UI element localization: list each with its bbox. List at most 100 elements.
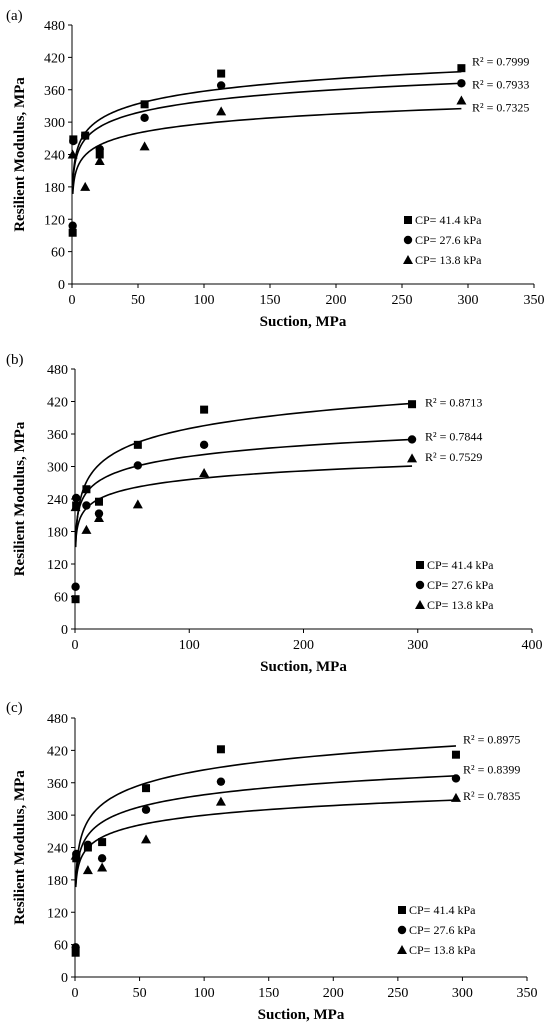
- data-point-triangle: [93, 512, 104, 522]
- x-axis-title: Suction, MPa: [258, 1007, 345, 1023]
- y-tick-label: 360: [44, 84, 65, 99]
- data-point-square: [98, 838, 107, 847]
- x-tick-label: 0: [72, 986, 79, 1001]
- y-tick-label: 180: [47, 874, 68, 889]
- y-axis-title: Resilient Modulus, MPa: [12, 421, 28, 576]
- legend-label: CP= 41.4 kPa: [409, 903, 476, 917]
- x-tick-label: 0: [72, 638, 79, 653]
- x-tick-label: 300: [458, 293, 479, 308]
- legend-marker-circle: [403, 235, 413, 245]
- y-tick-label: 240: [47, 493, 68, 508]
- legend-marker-circle: [397, 925, 407, 935]
- legend-marker-triangle: [415, 600, 425, 609]
- data-point-triangle: [139, 141, 150, 151]
- y-tick-label: 240: [44, 149, 65, 164]
- y-tick-label: 360: [47, 777, 68, 792]
- data-point-circle: [97, 854, 107, 863]
- data-point-triangle: [216, 106, 227, 116]
- data-point-square: [451, 750, 460, 759]
- data-point-triangle: [70, 502, 81, 512]
- data-point-circle: [81, 131, 90, 140]
- data-point-square: [457, 64, 466, 73]
- data-point-square: [133, 440, 142, 449]
- y-tick-label: 120: [47, 906, 68, 921]
- x-tick-label: 50: [133, 986, 147, 1001]
- data-point-square: [82, 485, 91, 494]
- legend-label: CP= 27.6 kPa: [415, 233, 482, 247]
- r2-label: R² = 0.7999: [472, 55, 529, 69]
- y-tick-label: 480: [47, 712, 68, 727]
- x-tick-label: 350: [517, 986, 538, 1001]
- data-point-triangle: [132, 499, 143, 509]
- x-tick-label: 250: [392, 293, 413, 308]
- data-point-square: [71, 948, 80, 957]
- data-point-triangle: [141, 834, 152, 844]
- legend-label: CP= 13.8 kPa: [409, 943, 476, 957]
- data-point-square: [216, 745, 225, 754]
- data-point-circle: [407, 435, 417, 444]
- y-tick-label: 120: [47, 558, 68, 573]
- fit-curve-circle: [74, 775, 457, 885]
- r2-label: R² = 0.7933: [472, 77, 529, 91]
- y-tick-label: 180: [44, 181, 65, 196]
- data-point-circle: [71, 943, 80, 952]
- legend-label: CP= 13.8 kPa: [427, 598, 494, 612]
- data-point-triangle: [94, 155, 105, 165]
- legend-marker-square: [404, 216, 412, 224]
- data-point-circle: [451, 774, 461, 783]
- x-axis-title: Suction, MPa: [260, 659, 347, 675]
- x-axis-title: Suction, MPa: [260, 314, 347, 330]
- legend-marker-square: [416, 561, 424, 569]
- x-tick-label: 250: [387, 986, 408, 1001]
- data-point-circle: [68, 221, 77, 230]
- data-point-square: [142, 784, 151, 793]
- data-point-triangle: [456, 95, 467, 105]
- chart-panel-c: (c) 0 60 120 180 240 300 360 420 480 0 50 100 150 200 2…: [6, 700, 538, 1023]
- x-tick-label: 400: [522, 638, 543, 653]
- y-tick-label: 300: [47, 809, 68, 824]
- fit-curve-circle: [71, 82, 462, 186]
- x-tick-label: 300: [452, 986, 473, 1001]
- x-tick-label: 200: [326, 293, 347, 308]
- data-point-triangle: [97, 862, 108, 872]
- panel-label: (c): [6, 700, 23, 716]
- legend-marker-triangle: [397, 945, 407, 954]
- x-tick-label: 200: [323, 986, 344, 1001]
- data-point-circle: [82, 501, 91, 510]
- x-tick-label: 100: [179, 638, 200, 653]
- data-point-triangle: [82, 865, 93, 875]
- x-tick-label: 150: [260, 293, 281, 308]
- data-point-circle: [69, 136, 78, 146]
- data-point-triangle: [199, 468, 210, 477]
- panel-label: (a): [6, 8, 23, 24]
- legend-label: CP= 27.6 kPa: [427, 578, 494, 592]
- data-point-circle: [216, 777, 226, 786]
- data-point-square: [71, 595, 80, 604]
- chart-panel-a: (a) 0 60 120 180 240 300 360 420 480 0 50 100 150 200 2…: [6, 8, 545, 330]
- legend-label: CP= 41.4 kPa: [415, 213, 482, 227]
- x-tick-label: 300: [407, 638, 428, 653]
- fit-curve-triangle: [74, 465, 413, 544]
- y-tick-label: 60: [54, 591, 68, 606]
- chart-panel-b: (b) 0 60 120 180 240 300 360 420 480 0 100 200 300 400…: [6, 352, 543, 675]
- x-tick-label: 350: [524, 293, 545, 308]
- y-tick-label: 420: [47, 396, 68, 411]
- data-point-triangle: [80, 181, 91, 191]
- x-tick-label: 150: [258, 986, 279, 1001]
- y-tick-label: 0: [58, 278, 65, 293]
- fit-curve-square: [74, 745, 457, 884]
- data-point-circle: [83, 840, 93, 850]
- x-tick-label: 100: [194, 293, 215, 308]
- fit-curve-square: [71, 70, 462, 184]
- legend-label: CP= 27.6 kPa: [409, 923, 476, 937]
- y-tick-label: 60: [51, 246, 65, 261]
- data-point-triangle: [215, 796, 226, 806]
- y-tick-label: 300: [47, 461, 68, 476]
- y-tick-label: 60: [54, 939, 68, 954]
- data-point-triangle: [407, 453, 418, 463]
- y-tick-label: 180: [47, 526, 68, 541]
- legend-marker-circle: [415, 580, 425, 590]
- data-point-square: [95, 150, 104, 159]
- data-point-circle: [457, 79, 466, 88]
- data-point-circle: [216, 81, 226, 90]
